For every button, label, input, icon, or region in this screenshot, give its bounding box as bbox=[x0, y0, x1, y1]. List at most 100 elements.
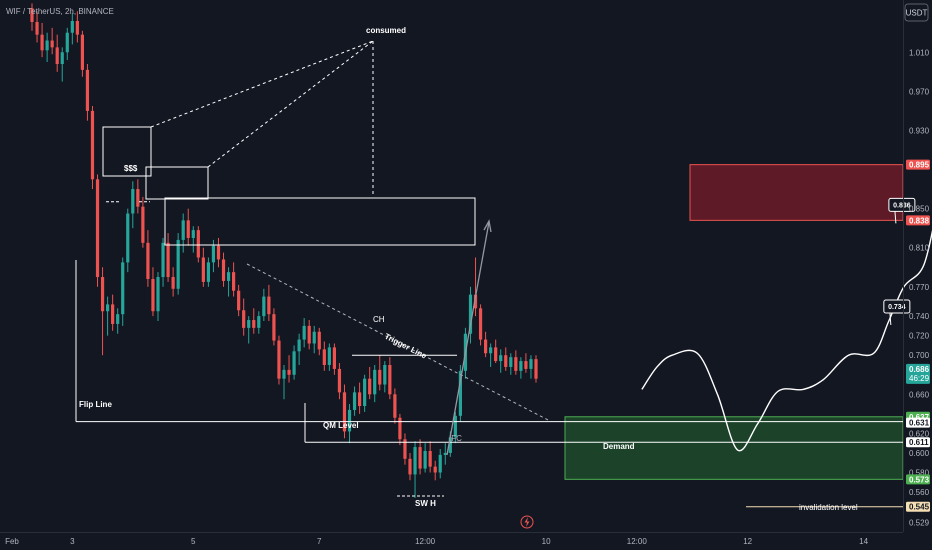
price-badge-label: 0.573 bbox=[909, 475, 930, 484]
candle-body bbox=[70, 20, 74, 33]
candle-body bbox=[358, 392, 362, 407]
candle-body bbox=[106, 304, 110, 312]
price-badge-sublabel: 46:29 bbox=[909, 374, 930, 383]
target-pointer bbox=[894, 210, 897, 224]
candle-body bbox=[322, 349, 326, 365]
candle-body bbox=[55, 47, 59, 64]
candle-body bbox=[458, 370, 462, 416]
candle-body bbox=[121, 262, 125, 315]
target-pointer bbox=[889, 311, 892, 326]
invalidation-label: invalidation level bbox=[799, 503, 858, 512]
candle-body bbox=[504, 355, 508, 367]
candle-body bbox=[484, 339, 488, 354]
candle-body bbox=[201, 257, 205, 282]
qm-level-label: QM Level bbox=[323, 421, 359, 430]
candle-body bbox=[237, 290, 241, 311]
candle-body bbox=[514, 357, 518, 371]
price-badge bbox=[906, 417, 930, 428]
candle-body bbox=[534, 359, 538, 379]
candle-body bbox=[116, 314, 120, 324]
candle-body bbox=[146, 242, 150, 279]
price-badge bbox=[906, 159, 930, 170]
candle-body bbox=[478, 308, 483, 340]
supply-zone bbox=[689, 164, 904, 221]
consumed-box bbox=[164, 197, 476, 246]
price-badge bbox=[906, 215, 930, 226]
candle-body bbox=[337, 368, 342, 393]
candle-body bbox=[262, 296, 266, 317]
price-tick-label: 0.700 bbox=[909, 351, 930, 360]
sss-label: $$$ bbox=[124, 164, 138, 173]
candle-body bbox=[307, 325, 311, 344]
demand-zone bbox=[564, 416, 904, 480]
candle-body bbox=[111, 304, 115, 324]
candle-body bbox=[181, 220, 185, 240]
candle-body bbox=[368, 378, 372, 395]
consumed-label: consumed bbox=[366, 26, 406, 35]
candle-body bbox=[216, 245, 221, 260]
candle-body bbox=[413, 447, 417, 475]
candle-body bbox=[131, 189, 135, 214]
time-tick-label: 10 bbox=[542, 537, 551, 546]
candle-body bbox=[100, 277, 105, 312]
candle-body bbox=[136, 189, 140, 207]
ifc-label: IFC bbox=[449, 434, 462, 443]
price-badge bbox=[906, 437, 930, 448]
candle-body bbox=[242, 310, 246, 328]
candle-body bbox=[226, 272, 231, 281]
lightning-icon[interactable] bbox=[520, 515, 534, 529]
price-tick-label: 0.580 bbox=[909, 468, 930, 477]
price-badge bbox=[906, 363, 930, 384]
candle-body bbox=[433, 466, 437, 473]
candle-body bbox=[499, 355, 503, 362]
price-badge-label: 0.545 bbox=[909, 503, 930, 512]
candle-body bbox=[272, 314, 276, 341]
candle-body bbox=[40, 34, 44, 51]
time-tick-label: 7 bbox=[317, 537, 322, 546]
candle-body bbox=[494, 347, 498, 362]
candle-body bbox=[347, 409, 352, 432]
price-tick-label: 0.810 bbox=[909, 244, 930, 253]
candle-body bbox=[443, 452, 447, 455]
ifc-arrow-head bbox=[483, 219, 492, 233]
candle-body bbox=[529, 359, 533, 369]
candle-body bbox=[85, 69, 90, 111]
currency-button[interactable]: USDT bbox=[904, 3, 929, 22]
candle-body bbox=[35, 21, 39, 35]
price-badge-label: 0.686 bbox=[909, 365, 930, 374]
candle-body bbox=[468, 294, 473, 334]
candle-body bbox=[247, 320, 251, 328]
time-axis[interactable]: Feb35712:001012:00121412:0017192112:0024… bbox=[0, 532, 932, 547]
candle-body bbox=[342, 392, 347, 432]
target-label: 0.836 bbox=[893, 202, 911, 209]
price-badge-label: 0.838 bbox=[909, 216, 930, 225]
candle-body bbox=[166, 242, 170, 278]
candle-body bbox=[141, 206, 145, 243]
price-tick-label: 0.560 bbox=[909, 488, 930, 497]
price-axis[interactable]: 1.010 0.970 0.930 0.850 0.810 0.770 0.740 0.720… bbox=[903, 0, 931, 532]
candle-body bbox=[373, 369, 377, 395]
price-badge bbox=[906, 501, 930, 512]
consumed-pointer-1 bbox=[150, 40, 374, 128]
price-tick-label: 0.850 bbox=[909, 205, 930, 214]
candle-body bbox=[448, 437, 452, 453]
candle-body bbox=[156, 277, 160, 312]
candles-layer bbox=[30, 3, 538, 498]
time-tick-label: 5 bbox=[191, 537, 196, 546]
candle-body bbox=[50, 40, 54, 48]
candle-body bbox=[292, 351, 296, 375]
price-badge-label: 0.611 bbox=[909, 438, 929, 447]
candle-body bbox=[297, 339, 301, 352]
price-tick-label: 0.529 bbox=[909, 518, 930, 527]
candle-body bbox=[383, 364, 387, 385]
candle-body bbox=[171, 277, 175, 289]
candle-body bbox=[363, 378, 367, 407]
time-tick-label: 12:00 bbox=[415, 537, 436, 546]
candle-body bbox=[453, 415, 457, 438]
candle-body bbox=[403, 439, 407, 459]
candle-body bbox=[65, 32, 69, 53]
demand-label: Demand bbox=[603, 442, 635, 451]
price-tick-label: 0.970 bbox=[909, 87, 930, 96]
